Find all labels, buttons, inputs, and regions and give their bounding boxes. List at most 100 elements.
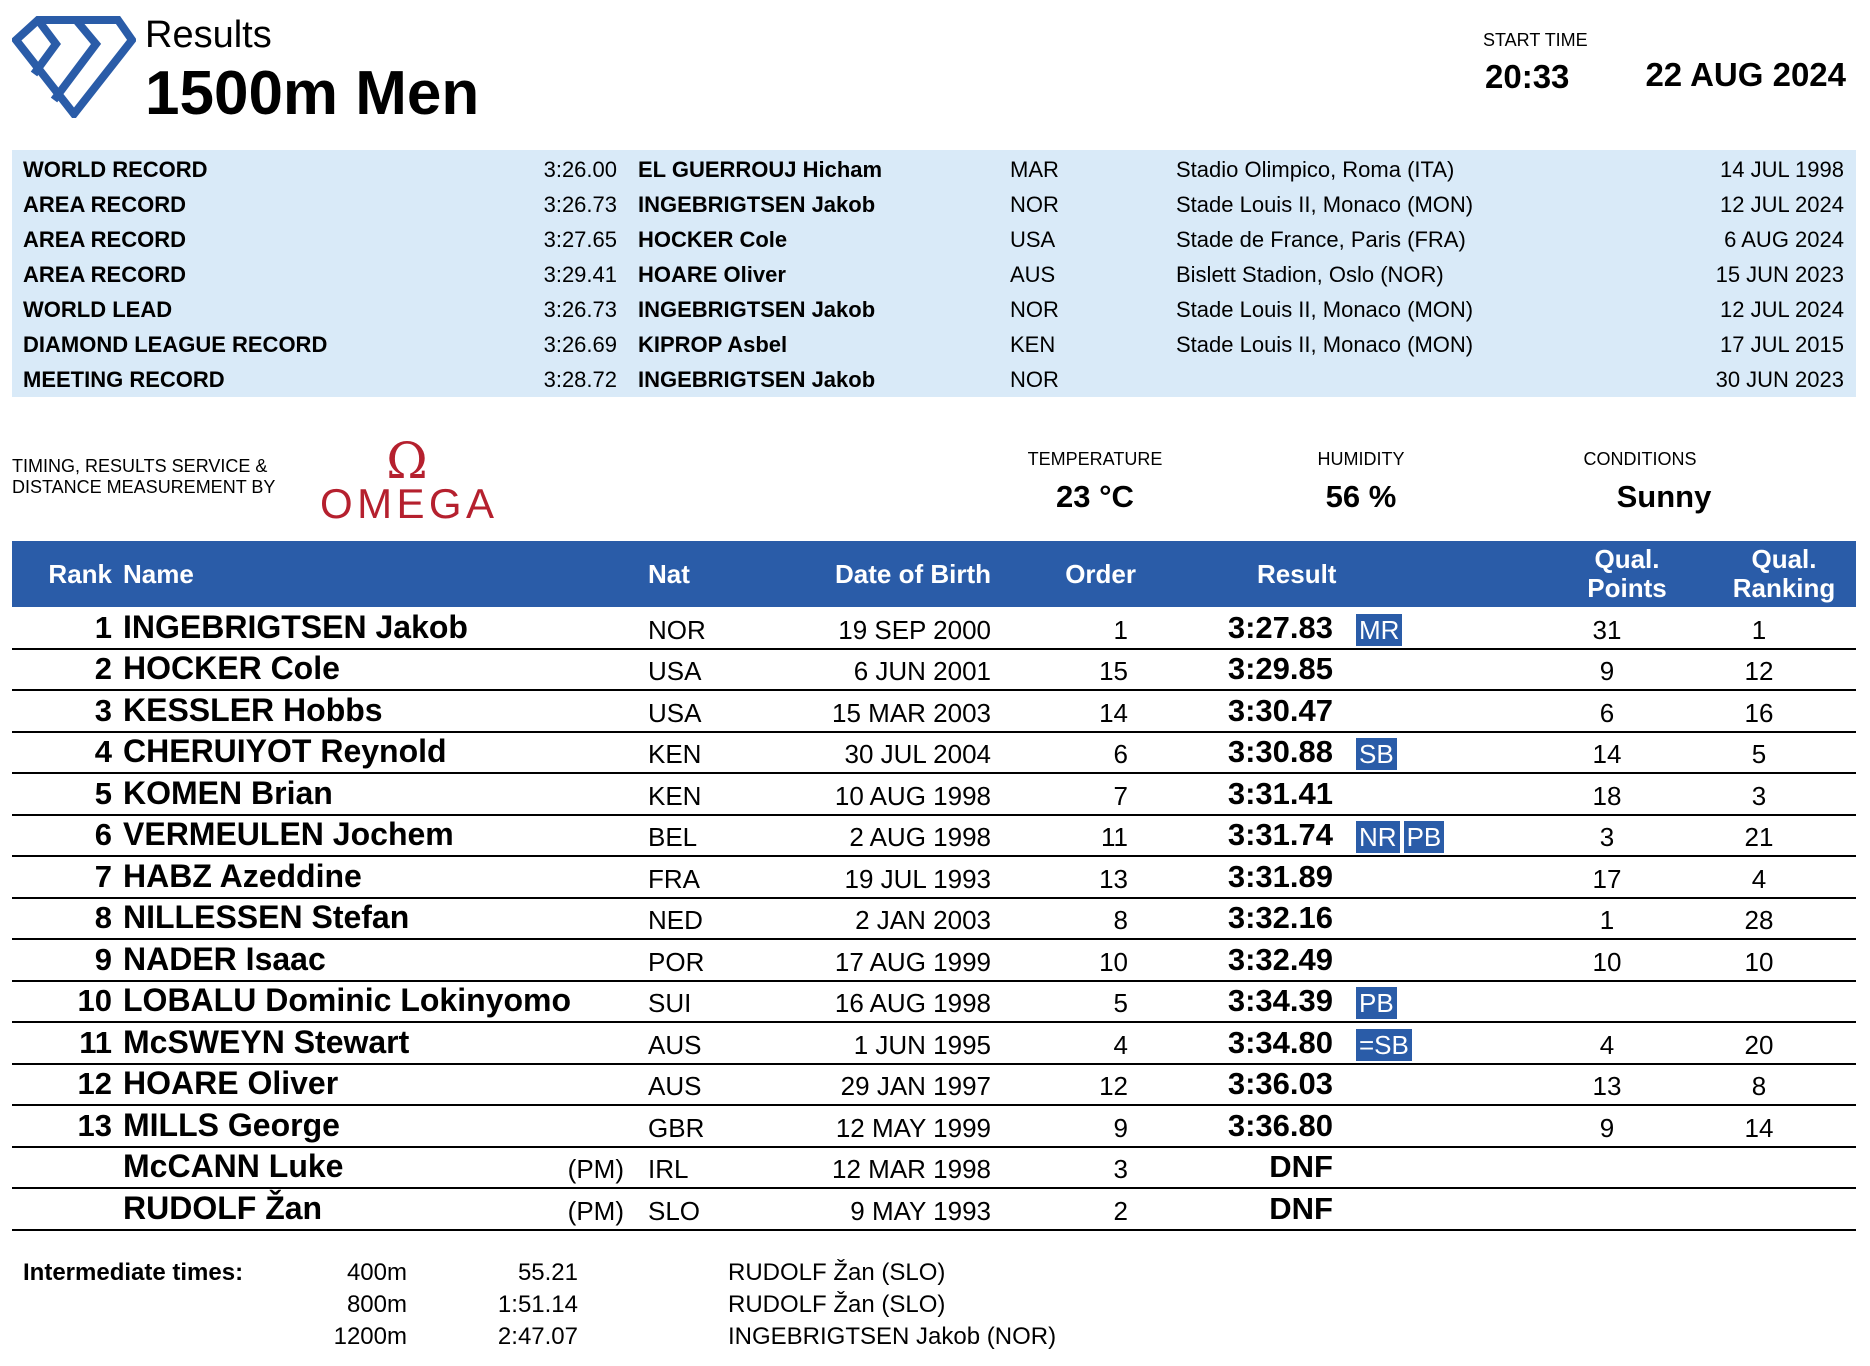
nationality: KEN (648, 739, 702, 769)
record-nat: NOR (1010, 297, 1059, 322)
record-time: 3:27.65 (543, 227, 617, 252)
record-nat: USA (1010, 227, 1056, 252)
record-badge: NR (1356, 821, 1400, 853)
result-time: 3:36.03 (1227, 1066, 1333, 1101)
record-type: DIAMOND LEAGUE RECORD (23, 332, 328, 357)
date-of-birth: 9 MAY 1993 (850, 1195, 991, 1226)
record-time: 3:26.69 (543, 332, 617, 357)
record-badges: MR (1356, 613, 1403, 646)
record-venue: Stade Louis II, Monaco (MON) (1176, 332, 1474, 357)
record-badges: NR PB (1356, 821, 1445, 853)
col-result: Result (1257, 559, 1337, 589)
lane-order: 6 (1113, 739, 1128, 769)
qual-ranking: 4 (1751, 863, 1767, 894)
result-time: 3:34.80 (1227, 1024, 1333, 1060)
humidity-value: 56 % (1325, 479, 1397, 514)
intermediate-label: Intermediate times: (23, 1259, 244, 1286)
result-time: 3:36.80 (1227, 1107, 1333, 1143)
athlete-name: CHERUIYOT Reynold (123, 733, 447, 769)
result-time: DNF (1269, 1149, 1333, 1184)
qual-ranking: 14 (1744, 1112, 1774, 1143)
lane-order: 12 (1099, 1071, 1128, 1101)
conditions-value: Sunny (1616, 479, 1712, 514)
athlete-name: McCANN Luke (123, 1148, 344, 1184)
timing-line-2: DISTANCE MEASUREMENT BY (12, 477, 276, 497)
col-qual-points-2: Points (1587, 573, 1667, 603)
qual-points: 31 (1592, 614, 1622, 645)
record-row: WORLD LEAD 3:26.73 INGEBRIGTSEN Jakob NOR St… (12, 292, 1856, 327)
qual-ranking: 12 (1744, 656, 1774, 686)
nationality: FRA (648, 863, 700, 894)
date-of-birth: 10 AUG 1998 (834, 780, 991, 811)
col-name: Name (123, 559, 194, 589)
lane-order: 8 (1113, 905, 1128, 935)
date-of-birth: 2 AUG 1998 (849, 822, 991, 852)
table-row: 3 KESSLER Hobbs USA 15 MAR 2003 14 3:30.47 6 16 (12, 691, 1856, 733)
record-date: 14 JUL 1998 (1720, 157, 1844, 182)
record-holder: HOARE Oliver (638, 262, 786, 287)
record-holder: HOCKER Cole (638, 227, 788, 252)
date-of-birth: 17 AUG 1999 (834, 946, 991, 977)
record-badge: =SB (1356, 1028, 1412, 1061)
lane-order: 15 (1099, 656, 1128, 686)
nationality: USA (648, 697, 702, 728)
col-qual-points-1: Qual. (1594, 544, 1660, 574)
record-row: AREA RECORD 3:27.65 HOCKER Cole USA Stade de… (12, 222, 1856, 257)
nationality: KEN (648, 780, 702, 811)
qual-ranking: 1 (1751, 614, 1767, 645)
split-time: 2:47.07 (497, 1323, 578, 1350)
rank: 11 (79, 1024, 112, 1060)
lane-order: 10 (1099, 946, 1128, 977)
record-venue: Bislett Stadion, Oslo (NOR) (1176, 262, 1444, 287)
athlete-name: INGEBRIGTSEN Jakob (123, 608, 468, 645)
qual-points: 13 (1592, 1071, 1622, 1101)
record-badges: SB (1356, 738, 1397, 770)
lane-order: 1 (1113, 614, 1128, 645)
athlete-name: HOCKER Cole (123, 650, 340, 686)
qual-points: 10 (1592, 946, 1622, 977)
record-date: 12 JUL 2024 (1720, 192, 1844, 217)
split-distance: 400m (346, 1259, 407, 1286)
record-row: DIAMOND LEAGUE RECORD 3:26.69 KIPROP Asbel… (12, 327, 1856, 362)
qual-points: 18 (1592, 780, 1622, 811)
split-distance: 800m (346, 1291, 407, 1318)
results-table-header: Rank Name Nat Date of Birth Order Result… (12, 541, 1856, 607)
athlete-name: VERMEULEN Jochem (123, 816, 454, 852)
record-type: AREA RECORD (23, 227, 186, 252)
lane-order: 5 (1113, 988, 1128, 1018)
record-holder: INGEBRIGTSEN Jakob (638, 192, 876, 217)
record-badges: PB (1356, 987, 1397, 1019)
rank: 7 (94, 858, 112, 894)
nationality: GBR (648, 1112, 705, 1143)
record-time: 3:26.73 (543, 297, 617, 322)
record-time: 3:28.72 (543, 367, 617, 392)
record-date: 17 JUL 2015 (1720, 332, 1844, 357)
table-row: 2 HOCKER Cole USA 6 JUN 2001 15 3:29.85 9 12 (12, 650, 1856, 691)
record-holder: INGEBRIGTSEN Jakob (638, 297, 876, 322)
athlete-name: HOARE Oliver (123, 1065, 339, 1101)
table-row: 6 VERMEULEN Jochem BEL 2 AUG 1998 11 3:31.74 3… (12, 816, 1856, 857)
record-date: 12 JUL 2024 (1720, 297, 1844, 322)
col-qual-ranking-1: Qual. (1751, 544, 1817, 574)
qual-ranking: 20 (1744, 1029, 1774, 1060)
lane-order: 14 (1099, 697, 1128, 728)
conditions-label: CONDITIONS (1583, 449, 1697, 469)
nationality: SUI (648, 988, 692, 1018)
split-time: 55.21 (517, 1259, 578, 1286)
split-distance: 1200m (333, 1323, 407, 1350)
pacemaker-tag: (PM) (567, 1195, 624, 1226)
qual-ranking: 10 (1744, 946, 1774, 977)
nationality: IRL (648, 1154, 689, 1184)
record-row: WORLD RECORD 3:26.00 EL GUERROUJ Hicham MAR… (12, 152, 1856, 187)
record-row: MEETING RECORD 3:28.72 INGEBRIGTSEN Jakob N… (12, 362, 1856, 397)
svg-text:OMEGA: OMEGA (320, 480, 494, 522)
result-time: 3:31.41 (1227, 775, 1333, 811)
record-venue: Stade de France, Paris (FRA) (1176, 227, 1466, 252)
table-row: 4 CHERUIYOT Reynold KEN 30 JUL 2004 6 3:30.88… (12, 733, 1856, 774)
result-time: 3:27.83 (1227, 609, 1333, 645)
qual-ranking: 3 (1751, 780, 1767, 811)
rank: 12 (77, 1066, 112, 1101)
col-nat: Nat (648, 559, 690, 589)
diamond-league-logo (12, 16, 136, 118)
rank: 4 (94, 734, 112, 769)
